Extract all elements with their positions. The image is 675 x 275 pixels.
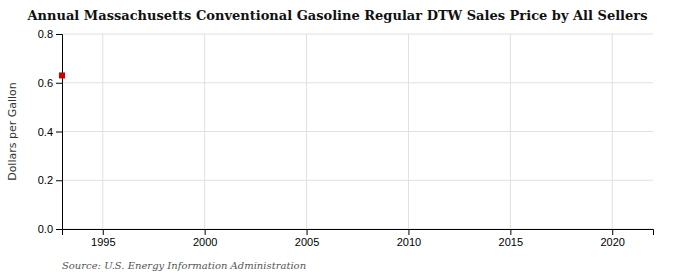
marks — [59, 72, 65, 78]
x-tick-label: 2010 — [397, 236, 421, 248]
y-tick: 0.0 — [38, 223, 62, 235]
marks-inner — [59, 72, 65, 78]
x-axis: 1995 2000 2005 2010 2015 2020 — [63, 229, 654, 248]
x-tick-label: 2005 — [295, 236, 319, 248]
x-tick: 2015 — [499, 229, 523, 248]
y-grid-line — [62, 180, 653, 181]
source-note: Source: U.S. Energy Information Administ… — [62, 260, 306, 271]
y-tick: 0.6 — [38, 77, 62, 89]
y-grid-line — [62, 34, 653, 35]
x-tick-mark — [408, 229, 409, 235]
y-tick-label: 0.8 — [38, 28, 53, 40]
x-tick-mark — [612, 229, 613, 235]
x-tick-label: 2020 — [600, 236, 624, 248]
y-axis-label: Dollars per Gallon — [6, 82, 19, 181]
y-tick-label: 0.2 — [38, 174, 53, 186]
x-tick-mark — [205, 229, 206, 235]
x-axis-line — [63, 230, 654, 236]
plot-area: 1995 2000 2005 2010 2015 2020 0.0 0.2 0.4 0.6 0.8 — [38, 28, 654, 248]
x-tick: 1995 — [91, 229, 115, 248]
y-tick-label: 0.4 — [38, 126, 53, 138]
y-tick-label: 0.6 — [38, 77, 53, 89]
x-tick: 2020 — [600, 229, 624, 248]
y-axis-line — [56, 35, 63, 230]
x-tick-mark — [510, 229, 511, 235]
chart-svg: 1995 2000 2005 2010 2015 2020 0.0 0.2 0.4 0.6 0.8 A… — [0, 0, 675, 275]
y-axis: 0.0 0.2 0.4 0.6 0.8 — [38, 28, 63, 235]
y-tick-mark — [56, 83, 62, 84]
y-tick: 0.8 — [38, 28, 62, 40]
data-point — [59, 72, 65, 78]
y-tick-mark — [56, 132, 62, 133]
x-tick-mark — [307, 229, 308, 235]
x-tick: 2010 — [397, 229, 421, 248]
x-tick-label: 2015 — [499, 236, 523, 248]
y-tick: 0.4 — [38, 126, 62, 138]
y-tick-label: 0.0 — [38, 223, 53, 235]
y-tick-mark — [56, 34, 62, 35]
x-tick: 2000 — [193, 229, 217, 248]
y-tick-mark — [56, 229, 62, 230]
y-tick-mark — [56, 180, 62, 181]
chart-title: Annual Massachusetts Conventional Gasoli… — [26, 8, 647, 23]
y-grid-line — [62, 131, 653, 132]
chart-container: 1995 2000 2005 2010 2015 2020 0.0 0.2 0.4 0.6 0.8 A… — [0, 0, 675, 275]
grid — [62, 34, 653, 229]
y-tick: 0.2 — [38, 174, 62, 186]
x-tick: 2005 — [295, 229, 319, 248]
x-tick-label: 1995 — [91, 236, 115, 248]
x-tick-mark — [103, 229, 104, 235]
x-tick-label: 2000 — [193, 236, 217, 248]
y-grid-line — [62, 82, 653, 83]
